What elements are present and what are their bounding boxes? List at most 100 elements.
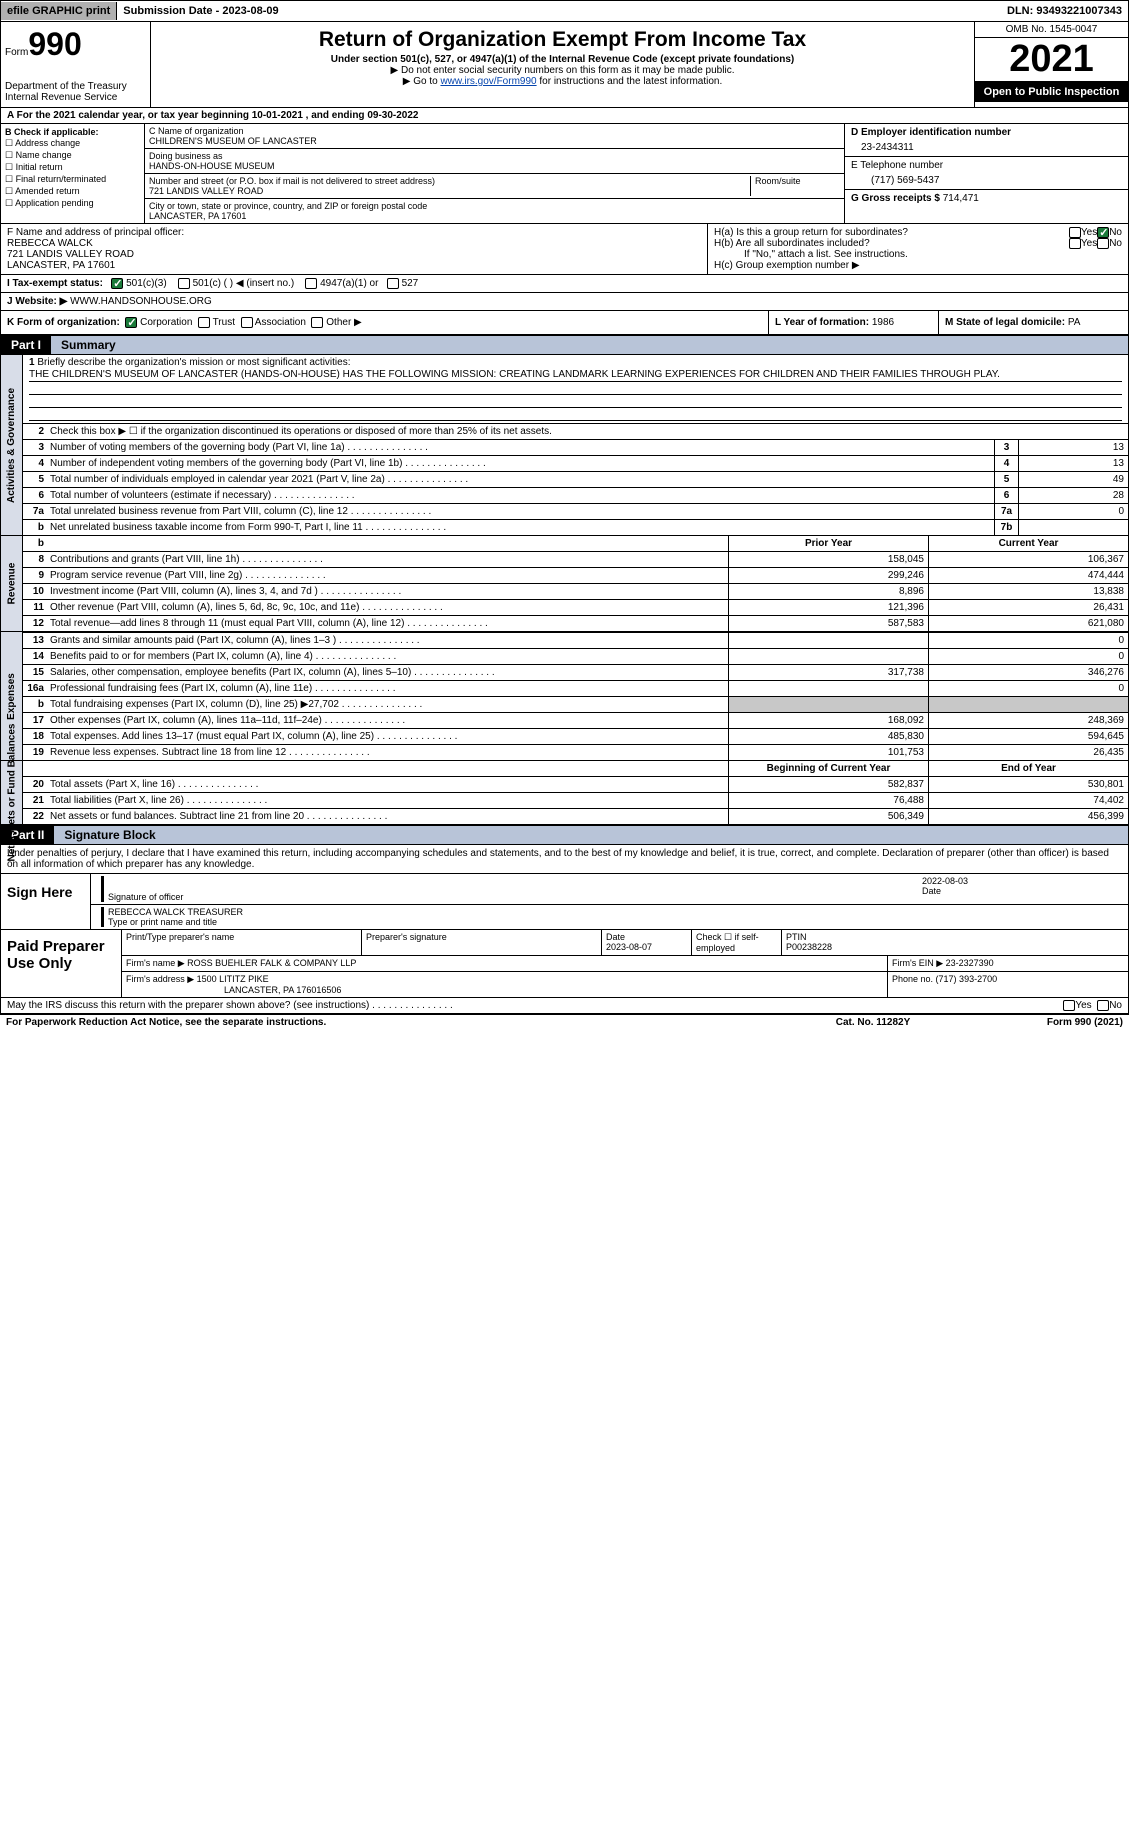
cb-address-change[interactable]: ☐ Address change xyxy=(5,138,140,149)
sign-here-row: Sign Here Signature of officer2022-08-03… xyxy=(1,874,1128,929)
cb-ha-no[interactable] xyxy=(1097,227,1109,238)
summary-line-21: 21Total liabilities (Part X, line 26)76,… xyxy=(23,792,1128,808)
cb-other[interactable] xyxy=(311,317,323,328)
street-label: Number and street (or P.O. box if mail i… xyxy=(149,176,750,186)
subtitle-1: Under section 501(c), 527, or 4947(a)(1)… xyxy=(155,54,970,65)
cb-amended[interactable]: ☐ Amended return xyxy=(5,186,140,197)
topbar: efile GRAPHIC print Submission Date - 20… xyxy=(0,0,1129,22)
summary-line-15: 15Salaries, other compensation, employee… xyxy=(23,664,1128,680)
col-b-checkboxes: B Check if applicable: ☐ Address change … xyxy=(1,124,145,223)
summary-line-6: 6Total number of volunteers (estimate if… xyxy=(23,487,1128,503)
paid-preparer-row: Paid Preparer Use Only Print/Type prepar… xyxy=(1,929,1128,997)
col-h-group: H(a) Is this a group return for subordin… xyxy=(708,224,1128,274)
tax-year: 2021 xyxy=(975,38,1128,82)
cb-hb-no[interactable] xyxy=(1097,238,1109,249)
efile-print-button[interactable]: efile GRAPHIC print xyxy=(1,2,117,20)
summary-line-13: 13Grants and similar amounts paid (Part … xyxy=(23,632,1128,648)
summary-line-5: 5Total number of individuals employed in… xyxy=(23,471,1128,487)
col-f-officer: F Name and address of principal officer:… xyxy=(1,224,708,274)
cb-trust[interactable] xyxy=(198,317,210,328)
summary-line-12: 12Total revenue—add lines 8 through 11 (… xyxy=(23,615,1128,631)
row-klm: K Form of organization: Corporation Trus… xyxy=(0,311,1129,335)
irs-link[interactable]: www.irs.gov/Form990 xyxy=(440,76,536,87)
signature-block: Under penalties of perjury, I declare th… xyxy=(0,845,1129,998)
subtitle-2b: ▶ Go to www.irs.gov/Form990 for instruct… xyxy=(155,76,970,87)
subtitle-2a: ▶ Do not enter social security numbers o… xyxy=(155,65,970,76)
submission-date: Submission Date - 2023-08-09 xyxy=(117,2,284,20)
cb-4947[interactable] xyxy=(305,278,317,289)
line-2: Check this box ▶ ☐ if the organization d… xyxy=(47,424,1128,439)
omb-number: OMB No. 1545-0047 xyxy=(975,22,1128,38)
declaration: Under penalties of perjury, I declare th… xyxy=(1,845,1128,874)
summary-line-b: bNet unrelated business taxable income f… xyxy=(23,519,1128,535)
section-f-h: F Name and address of principal officer:… xyxy=(0,223,1129,275)
cb-assoc[interactable] xyxy=(241,317,253,328)
summary-line-20: 20Total assets (Part X, line 16)582,8375… xyxy=(23,776,1128,792)
room-label: Room/suite xyxy=(750,176,840,196)
col-c: C Name of organization CHILDREN'S MUSEUM… xyxy=(145,124,844,223)
cb-mayirs-yes[interactable] xyxy=(1063,1000,1075,1011)
summary-line-3: 3Number of voting members of the governi… xyxy=(23,439,1128,455)
section-b-through-g: B Check if applicable: ☐ Address change … xyxy=(0,124,1129,223)
row-l-year: L Year of formation: 1986 xyxy=(768,311,938,334)
org-name: CHILDREN'S MUSEUM OF LANCASTER xyxy=(149,136,840,146)
summary-net-assets: Net Assets or Fund Balances Beginning of… xyxy=(0,761,1129,825)
cb-initial-return[interactable]: ☐ Initial return xyxy=(5,162,140,173)
tab-revenue: Revenue xyxy=(1,536,23,631)
summary-line-b: bTotal fundraising expenses (Part IX, co… xyxy=(23,696,1128,712)
street: 721 LANDIS VALLEY ROAD xyxy=(149,186,750,196)
cb-501c3[interactable] xyxy=(111,278,123,289)
tab-activities: Activities & Governance xyxy=(1,355,23,535)
part-1-bar: Part ISummary xyxy=(0,335,1129,355)
row-d-ein: D Employer identification number 23-2434… xyxy=(845,124,1128,157)
form-header: Form990 Department of the Treasury Inter… xyxy=(0,22,1129,108)
city: LANCASTER, PA 17601 xyxy=(149,211,840,221)
summary-line-19: 19Revenue less expenses. Subtract line 1… xyxy=(23,744,1128,760)
summary-line-18: 18Total expenses. Add lines 13–17 (must … xyxy=(23,728,1128,744)
row-i-tax-status: I Tax-exempt status: 501(c)(3) 501(c) ( … xyxy=(0,275,1129,293)
cb-corp[interactable] xyxy=(125,317,137,328)
row-g-gross: G Gross receipts $ 714,471 xyxy=(845,190,1128,207)
summary-line-10: 10Investment income (Part VIII, column (… xyxy=(23,583,1128,599)
row-j-website: J Website: ▶ WWW.HANDSONHOUSE.ORG xyxy=(0,293,1129,311)
footer: For Paperwork Reduction Act Notice, see … xyxy=(0,1014,1129,1030)
cb-name-change[interactable]: ☐ Name change xyxy=(5,150,140,161)
summary-line-17: 17Other expenses (Part IX, column (A), l… xyxy=(23,712,1128,728)
cb-hb-yes[interactable] xyxy=(1069,238,1081,249)
tab-net-assets: Net Assets or Fund Balances xyxy=(1,761,23,824)
dba-name: HANDS-ON-HOUSE MUSEUM xyxy=(149,161,840,171)
city-label: City or town, state or province, country… xyxy=(149,201,840,211)
summary-line-11: 11Other revenue (Part VIII, column (A), … xyxy=(23,599,1128,615)
cb-ha-yes[interactable] xyxy=(1069,227,1081,238)
summary-line-16a: 16aProfessional fundraising fees (Part I… xyxy=(23,680,1128,696)
summary-activities: Activities & Governance 1 Briefly descri… xyxy=(0,355,1129,536)
row-k-form-org: K Form of organization: Corporation Trus… xyxy=(1,311,768,334)
form-990-page: efile GRAPHIC print Submission Date - 20… xyxy=(0,0,1129,1030)
open-to-public: Open to Public Inspection xyxy=(975,82,1128,102)
dba-label: Doing business as xyxy=(149,151,840,161)
summary-line-8: 8Contributions and grants (Part VIII, li… xyxy=(23,551,1128,567)
department: Department of the Treasury Internal Reve… xyxy=(5,81,146,103)
row-a-tax-year: A For the 2021 calendar year, or tax yea… xyxy=(0,108,1129,124)
part-2-bar: Part IISignature Block xyxy=(0,825,1129,845)
summary-line-22: 22Net assets or fund balances. Subtract … xyxy=(23,808,1128,824)
form-title: Return of Organization Exempt From Incom… xyxy=(155,28,970,52)
summary-line-7a: 7aTotal unrelated business revenue from … xyxy=(23,503,1128,519)
dln: DLN: 93493221007343 xyxy=(1001,2,1128,20)
may-irs-row: May the IRS discuss this return with the… xyxy=(0,998,1129,1014)
org-name-label: C Name of organization xyxy=(149,126,840,136)
row-e-phone: E Telephone number (717) 569-5437 xyxy=(845,157,1128,190)
cb-final-return[interactable]: ☐ Final return/terminated xyxy=(5,174,140,185)
summary-line-4: 4Number of independent voting members of… xyxy=(23,455,1128,471)
cb-501c[interactable] xyxy=(178,278,190,289)
cb-527[interactable] xyxy=(387,278,399,289)
form-number-box: Form990 Department of the Treasury Inter… xyxy=(1,22,151,107)
row-m-state: M State of legal domicile: PA xyxy=(938,311,1128,334)
line-1-mission: 1 Briefly describe the organization's mi… xyxy=(23,355,1128,423)
summary-line-14: 14Benefits paid to or for members (Part … xyxy=(23,648,1128,664)
cb-app-pending[interactable]: ☐ Application pending xyxy=(5,198,140,209)
summary-expenses: Expenses 13Grants and similar amounts pa… xyxy=(0,632,1129,761)
header-right: OMB No. 1545-0047 2021 Open to Public In… xyxy=(974,22,1128,107)
cb-mayirs-no[interactable] xyxy=(1097,1000,1109,1011)
summary-revenue: Revenue bPrior YearCurrent Year 8Contrib… xyxy=(0,536,1129,632)
